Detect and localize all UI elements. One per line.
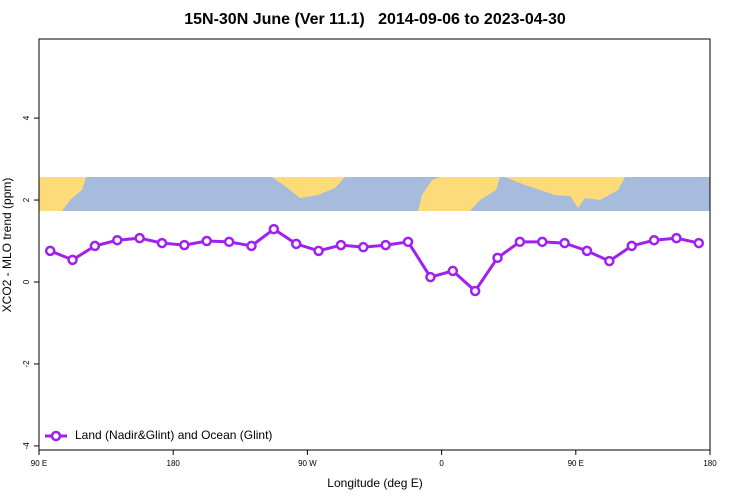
point [44, 245, 56, 257]
point [581, 245, 593, 257]
point [380, 239, 391, 251]
point [201, 235, 212, 247]
x-tick-label: 90 E [568, 459, 584, 468]
point [268, 223, 280, 235]
point [156, 237, 168, 249]
point [604, 255, 615, 267]
y-tick-label: -4 [22, 442, 31, 450]
point [469, 285, 481, 297]
point [179, 239, 190, 251]
point [447, 265, 459, 277]
point [290, 238, 302, 250]
map-band [39, 177, 710, 211]
y-tick-label: 2 [22, 197, 31, 202]
point [559, 237, 570, 249]
legend-marker [50, 430, 62, 442]
x-tick-label: 90 E [31, 459, 47, 468]
point [648, 234, 660, 246]
y-tick-label: 0 [22, 279, 31, 284]
y-axis-label: XCO2 - MLO trend (ppm) [0, 178, 14, 313]
x-axis-label: Longitude (deg E) [327, 476, 422, 490]
point [358, 241, 369, 253]
point [112, 234, 123, 246]
legend-label: Land (Nadir&Glint) and Ocean (Glint) [75, 428, 272, 442]
point [537, 236, 548, 248]
point [223, 236, 235, 248]
point [492, 252, 503, 264]
series-line [49, 227, 700, 294]
chart-title: 15N-30N June (Ver 11.1) 2014-09-06 to 20… [184, 11, 566, 28]
x-tick-label: 180 [167, 459, 181, 468]
point [313, 245, 324, 257]
x-tick-label: 0 [439, 459, 444, 468]
point [626, 240, 637, 252]
y-tick-label: -2 [22, 360, 31, 368]
point [89, 240, 101, 252]
point [67, 254, 78, 266]
point [425, 271, 436, 283]
point [693, 237, 705, 249]
point [402, 236, 414, 248]
x-tick-label: 180 [703, 459, 717, 468]
y-tick-label: 4 [22, 115, 31, 120]
point [514, 236, 526, 248]
plot-frame [38, 38, 711, 451]
point [246, 240, 257, 252]
point [671, 232, 682, 244]
point [134, 232, 145, 244]
point [335, 239, 347, 251]
x-tick-label: 90 W [298, 459, 317, 468]
